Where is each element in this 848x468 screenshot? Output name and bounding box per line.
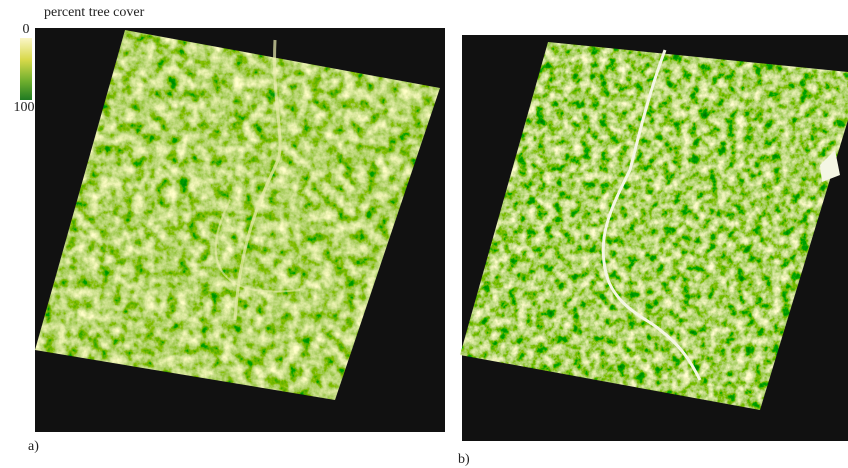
river	[601, 49, 702, 381]
lake	[820, 150, 840, 182]
legend-min: 0	[23, 22, 30, 37]
satellite-image	[35, 30, 440, 400]
river	[214, 199, 301, 293]
panel-label: a)	[28, 439, 39, 454]
panel-label: b)	[458, 452, 470, 467]
river	[233, 39, 282, 321]
color-bar	[20, 38, 32, 100]
legend-title: percent tree cover	[44, 5, 145, 20]
satellite-image	[460, 42, 848, 410]
legend-max: 100	[14, 100, 35, 115]
